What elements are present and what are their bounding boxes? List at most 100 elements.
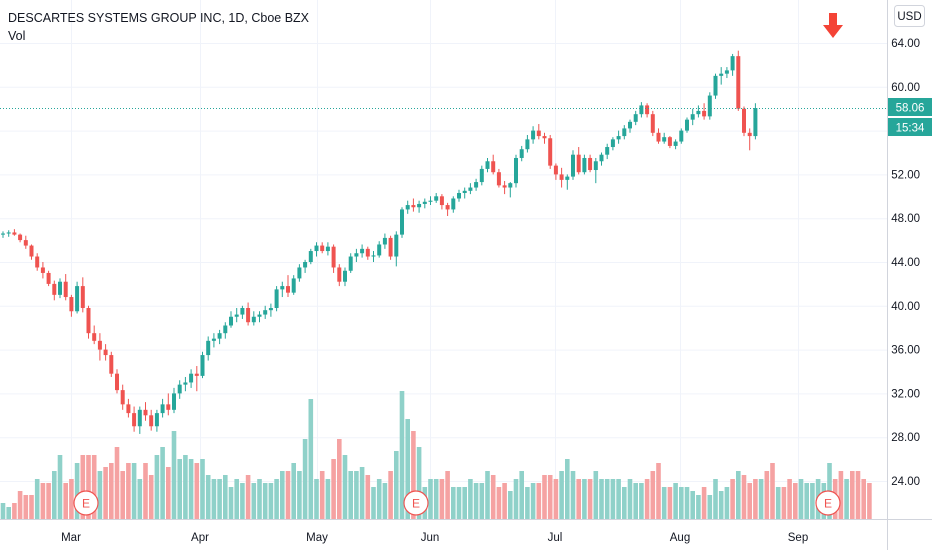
currency-label: USD <box>897 11 921 23</box>
currency-button[interactable]: USD <box>894 5 925 27</box>
volume-bar <box>513 479 519 519</box>
candle-body <box>742 108 746 133</box>
volume-bar <box>439 479 445 519</box>
candle-body <box>92 333 97 341</box>
volume-bar <box>217 479 222 519</box>
candle-body <box>348 256 353 271</box>
time-axis[interactable]: Mar Apr May Jun Jul Aug Sep <box>61 532 808 544</box>
candle-body <box>605 147 610 155</box>
price-tick-label: 64.00 <box>891 38 920 50</box>
volume-bar <box>690 491 695 519</box>
volume-bar <box>547 475 553 519</box>
candle-body <box>536 130 541 137</box>
time-tick-label: Jul <box>548 532 563 544</box>
volume-bar <box>844 479 849 519</box>
volume-bar <box>103 467 108 519</box>
price-tick-label: 28.00 <box>891 432 920 444</box>
volume-bar <box>713 479 718 519</box>
volume-bar <box>6 507 11 519</box>
candle-body <box>747 132 752 137</box>
candle-body <box>143 409 148 416</box>
volume-bar <box>741 475 747 519</box>
candle-body <box>724 70 729 74</box>
candle-body <box>29 245 34 257</box>
volume-bar <box>205 475 211 519</box>
candle-body <box>103 349 108 356</box>
candle-body <box>52 283 57 295</box>
volume-bar <box>696 495 701 519</box>
volume-bar <box>758 479 764 519</box>
candle-body <box>23 240 28 246</box>
candle-body <box>268 307 273 311</box>
time-tick-label: Sep <box>788 532 808 544</box>
price-axis[interactable]: 64.0060.0056.0052.0048.0044.0040.0036.00… <box>891 38 920 488</box>
candle-body <box>508 183 513 188</box>
candle-body <box>291 278 296 293</box>
volume-bar <box>166 467 171 519</box>
candle-body <box>69 297 74 312</box>
candle-body <box>656 132 661 142</box>
earnings-marker[interactable]: E <box>73 490 99 516</box>
candle-body <box>582 157 587 173</box>
candle-body <box>365 248 370 257</box>
volume-bar <box>40 483 46 519</box>
candle-body <box>622 128 627 137</box>
volume-bar <box>148 475 154 519</box>
candle-body <box>149 415 154 427</box>
volume-bar <box>34 479 40 519</box>
volume-bar <box>274 479 279 519</box>
volume-bar <box>114 447 120 519</box>
candle-body <box>97 340 102 350</box>
candle-body <box>730 56 735 71</box>
volume-bar <box>69 479 74 519</box>
price-tick-label: 24.00 <box>891 476 920 488</box>
candle-body <box>177 384 182 394</box>
candle-body <box>126 404 131 414</box>
countdown-value: 15:34 <box>896 123 925 135</box>
volume-bar <box>622 487 627 519</box>
volume-bar <box>394 451 399 519</box>
volume-bar <box>109 463 114 519</box>
candle-body <box>189 373 194 383</box>
candle-body <box>297 267 302 279</box>
volume-bar <box>724 487 730 519</box>
candle-body <box>172 393 176 410</box>
volume-bar <box>17 491 23 519</box>
candle-body <box>428 200 433 202</box>
volume-bar <box>867 483 872 519</box>
volume-bar <box>468 479 473 519</box>
candle-body <box>468 187 473 191</box>
candle-body <box>707 95 712 117</box>
candle-body <box>548 138 553 166</box>
earnings-marker[interactable]: E <box>815 490 841 516</box>
candle-body <box>616 136 621 140</box>
volume-bar <box>399 391 405 519</box>
candle-body <box>75 286 80 312</box>
volume-bar <box>348 471 353 519</box>
volume-bar <box>97 471 103 519</box>
volume-bar <box>587 479 593 519</box>
candle-body <box>263 310 268 315</box>
volume-bar <box>46 483 51 519</box>
candle-body <box>200 355 205 376</box>
time-tick-label: May <box>306 532 328 544</box>
volume-bar <box>793 483 798 519</box>
volume-bar <box>314 479 319 519</box>
candle-body <box>18 234 23 241</box>
candle-body <box>719 73 724 76</box>
volume-bar <box>80 455 86 519</box>
volume-bar <box>810 483 815 519</box>
volume-bar <box>553 479 559 519</box>
volume-bar <box>280 471 285 519</box>
candle-body <box>257 314 262 317</box>
volume-bar <box>604 479 610 519</box>
time-tick-label: Mar <box>61 532 81 544</box>
volume-bar <box>701 487 707 519</box>
volume-bar <box>679 487 684 519</box>
candle-body <box>343 270 347 282</box>
earnings-marker[interactable]: E <box>403 490 429 516</box>
countdown-badge: 15:34 <box>888 118 932 136</box>
